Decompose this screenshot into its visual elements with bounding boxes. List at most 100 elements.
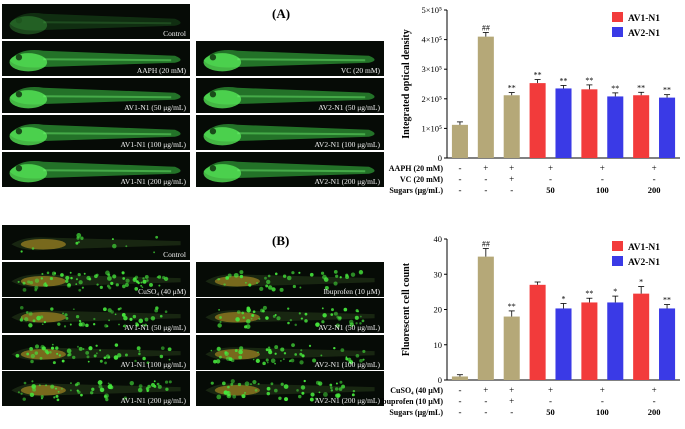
- panel-b-label: (B): [272, 233, 290, 248]
- fish-silhouette: [203, 124, 375, 146]
- fish-image: AV1-N1 (200 μg/mL): [2, 152, 190, 187]
- fish-silhouette: [205, 305, 375, 329]
- condition-row-label: Sugars (μg/mL): [389, 408, 443, 417]
- fish-image: AV1-N1 (50 μg/mL): [2, 298, 190, 333]
- significance-mark: *: [639, 278, 643, 287]
- bar: [555, 308, 572, 380]
- fish-image-caption: AV1-N1 (100 μg/mL): [120, 140, 186, 149]
- condition-cell: 50: [546, 407, 555, 417]
- fish-silhouette: [203, 50, 375, 72]
- fish-silhouette: [11, 270, 181, 292]
- significance-mark: **: [585, 289, 593, 298]
- fish-image: Control: [2, 4, 190, 39]
- condition-cell: -: [549, 396, 552, 406]
- fish-image-caption: AV1-N1 (200 μg/mL): [120, 396, 186, 405]
- bar: [659, 308, 676, 380]
- bar: [477, 36, 494, 158]
- condition-cell: +: [509, 385, 514, 395]
- fish-image-caption: AV1-N1 (50 μg/mL): [124, 103, 186, 112]
- bar: [659, 97, 676, 158]
- condition-cell: -: [458, 385, 461, 395]
- condition-cell: -: [458, 407, 461, 417]
- fish-silhouette: [205, 379, 375, 402]
- y-tick-label: 0: [438, 153, 442, 163]
- condition-cell: +: [600, 385, 605, 395]
- bar: [633, 95, 650, 158]
- y-tick-label: 20: [434, 305, 443, 315]
- condition-row-label: Ibuprofen (10 μM): [379, 397, 443, 406]
- bar: [555, 88, 572, 158]
- significance-mark: **: [637, 83, 645, 92]
- significance-mark: **: [508, 84, 516, 93]
- condition-cell: -: [484, 174, 487, 184]
- fish-image: AAPH (20 mM): [2, 41, 190, 76]
- legend-label: AV1-N1: [628, 14, 660, 24]
- fish-image-caption: AV2-N1 (100 μg/mL): [314, 359, 380, 369]
- fish-image: VC (20 mM): [196, 41, 384, 76]
- condition-cell: -: [601, 174, 604, 184]
- bar: [633, 293, 650, 380]
- fish-image-caption: VC (20 mM): [340, 66, 380, 75]
- fish-image-caption: AV2-N1 (200 μg/mL): [314, 177, 380, 186]
- fish-silhouette: [11, 305, 181, 328]
- legend-label: AV2-N1: [628, 29, 660, 39]
- significance-mark: **: [560, 76, 568, 85]
- y-tick-label: 0: [438, 375, 442, 385]
- condition-cell: -: [458, 396, 461, 406]
- legend-swatch: [612, 27, 623, 37]
- condition-cell: -: [484, 396, 487, 406]
- condition-cell: +: [509, 174, 514, 184]
- significance-mark: **: [508, 302, 516, 311]
- condition-cell: -: [549, 174, 552, 184]
- condition-row-label: VC (20 mM): [400, 175, 443, 184]
- fish-image: AV1-N1 (50 μg/mL): [2, 78, 190, 113]
- fish-image-caption: AV2-N1 (50 μg/mL): [318, 323, 380, 332]
- significance-mark: ##: [482, 23, 490, 32]
- fish-image-caption: Control: [163, 250, 186, 259]
- condition-cell: +: [548, 385, 553, 395]
- condition-cell: 50: [546, 185, 555, 195]
- condition-cell: -: [458, 185, 461, 195]
- significance-mark: **: [663, 86, 671, 95]
- condition-cell: -: [653, 396, 656, 406]
- condition-row-label: AAPH (20 mM): [389, 164, 444, 173]
- legend-swatch: [612, 256, 623, 266]
- condition-row-label: CuSO₄ (40 μM): [390, 386, 443, 395]
- fish-silhouette: [203, 87, 375, 109]
- significance-mark: *: [562, 295, 566, 304]
- bar: [529, 284, 546, 380]
- fish-image-caption: AV2-N1 (50 μg/mL): [318, 103, 380, 112]
- fish-silhouette: [9, 161, 181, 183]
- y-tick-label: 40: [434, 234, 443, 244]
- condition-cell: +: [483, 385, 488, 395]
- fish-silhouette: [11, 380, 181, 402]
- condition-cell: 100: [596, 185, 609, 195]
- fish-silhouette: [203, 161, 375, 183]
- y-tick-label: 4×10⁵: [421, 35, 442, 45]
- condition-cell: +: [509, 163, 514, 173]
- bar: [607, 96, 624, 158]
- condition-cell: -: [484, 185, 487, 195]
- y-tick-label: 3×10⁵: [421, 64, 442, 74]
- condition-cell: -: [458, 163, 461, 173]
- legend-label: AV1-N1: [628, 243, 660, 253]
- bar: [451, 124, 468, 158]
- fish-image-caption: AV2-N1 (100 μg/mL): [314, 140, 380, 149]
- condition-cell: +: [548, 163, 553, 173]
- significance-mark: *: [613, 287, 617, 296]
- legend-swatch: [612, 12, 623, 22]
- significance-mark: **: [585, 76, 593, 85]
- fish-image: AV1-N1 (100 μg/mL): [2, 115, 190, 150]
- legend-swatch: [612, 241, 623, 251]
- condition-cell: -: [510, 407, 513, 417]
- y-tick-label: 10: [434, 340, 443, 350]
- fish-image-caption: Ibuprofen (10 μM): [323, 286, 380, 296]
- fish-image-caption: AV1-N1 (200 μg/mL): [120, 177, 186, 186]
- condition-cell: -: [653, 174, 656, 184]
- condition-cell: 200: [648, 407, 661, 417]
- condition-cell: +: [652, 163, 657, 173]
- legend-label: AV2-N1: [628, 258, 660, 268]
- fish-image: AV2-N1 (200 μg/mL): [196, 152, 384, 187]
- bar: [477, 256, 494, 380]
